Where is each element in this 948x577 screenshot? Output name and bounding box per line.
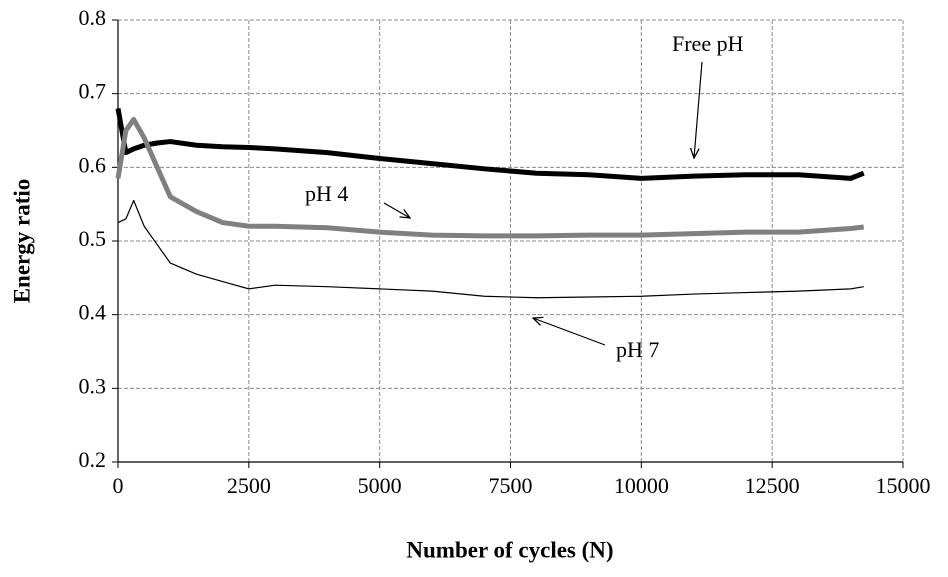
annotation-arrow [533,318,606,346]
data-line [115,107,865,181]
x-tick-label: 0 [113,473,124,498]
annotation: pH 7 [616,337,659,362]
y-tick-label: 0.6 [79,152,107,177]
x-tick-label: 2500 [227,473,271,498]
y-axis-title: Energy ratio [9,179,34,304]
y-tick-label: 0.7 [79,79,107,104]
y-tick-label: 0.3 [79,373,107,398]
y-tick-label: 0.5 [79,226,107,251]
data-line [117,199,864,299]
annotation-arrow [383,202,410,218]
x-tick-label: 5000 [358,473,402,498]
annotation: pH 4 [305,181,348,206]
y-tick-label: 0.4 [79,300,107,325]
y-tick-label: 0.8 [79,5,107,30]
x-tick-label: 10000 [614,473,669,498]
x-tick-label: 15000 [876,473,931,498]
annotation-arrow [694,61,703,158]
data-line [115,116,865,239]
y-tick-label: 0.2 [79,447,107,472]
x-tick-label: 12500 [745,473,800,498]
x-tick-label: 7500 [489,473,533,498]
x-axis-title: Number of cycles (N) [406,537,613,562]
annotation: Free pH [672,31,744,56]
